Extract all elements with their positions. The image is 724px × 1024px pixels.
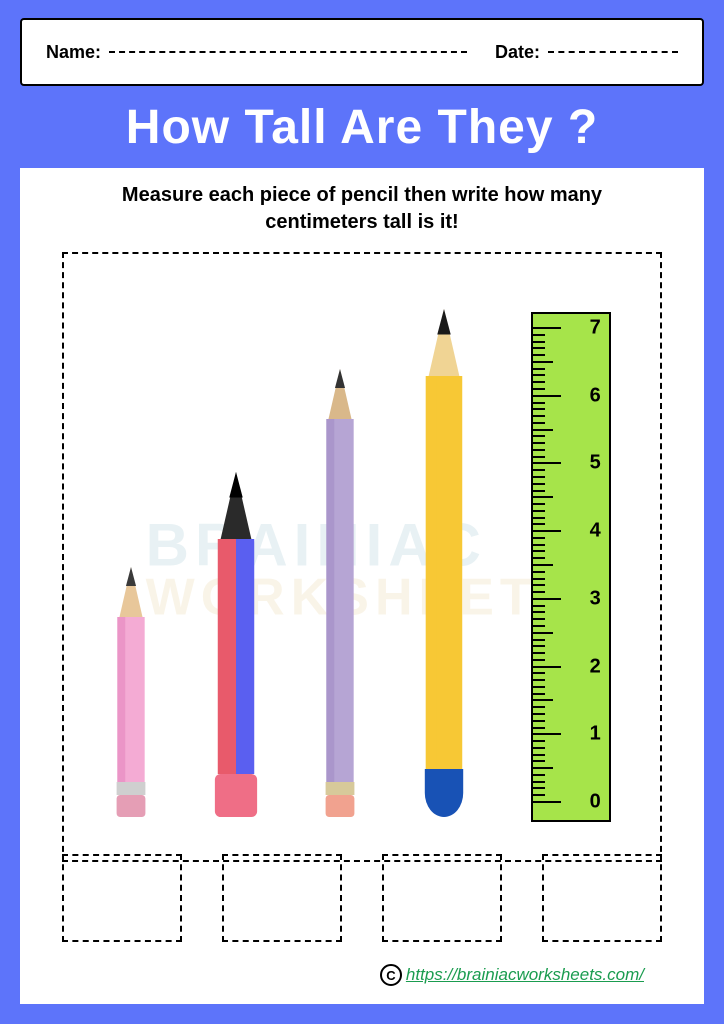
footer: C https://brainiacworksheets.com/ (380, 964, 644, 986)
name-input-line[interactable] (109, 51, 467, 53)
main-panel: Measure each piece of pencil then write … (20, 168, 704, 1004)
answer-row (62, 854, 662, 942)
pencil-4 (420, 309, 468, 822)
name-label: Name: (46, 42, 101, 63)
answer-box-1[interactable] (62, 854, 182, 942)
instruction-text: Measure each piece of pencil then write … (20, 168, 704, 246)
answer-box-4[interactable] (542, 854, 662, 942)
answer-box-2[interactable] (222, 854, 342, 942)
ruler-number: 6 (590, 384, 601, 407)
header-box: Name: Date: (20, 18, 704, 86)
copyright-icon: C (380, 964, 402, 986)
ruler-number: 2 (590, 655, 601, 678)
ruler-number: 7 (590, 317, 601, 340)
date-label: Date: (495, 42, 540, 63)
ruler-number: 1 (590, 723, 601, 746)
ruler-number: 5 (590, 452, 601, 475)
pencil-row: 0 1 2 3 4 5 6 7 (82, 309, 642, 822)
pencil-1 (113, 567, 149, 822)
ruler-number: 3 (590, 587, 601, 610)
ruler-icon: 0 1 2 3 4 5 6 7 (531, 312, 611, 822)
pencil-3 (322, 369, 358, 822)
pencil-2 (212, 472, 260, 822)
date-input-line[interactable] (548, 51, 678, 53)
ruler-number: 0 (590, 791, 601, 814)
ruler-number: 4 (590, 520, 601, 543)
footer-link[interactable]: https://brainiacworksheets.com/ (406, 965, 644, 985)
answer-box-3[interactable] (382, 854, 502, 942)
activity-box: BRAINIAC WORKSHEETS 01234567 (62, 252, 662, 862)
page-title: How Tall Are They ? (0, 100, 724, 155)
